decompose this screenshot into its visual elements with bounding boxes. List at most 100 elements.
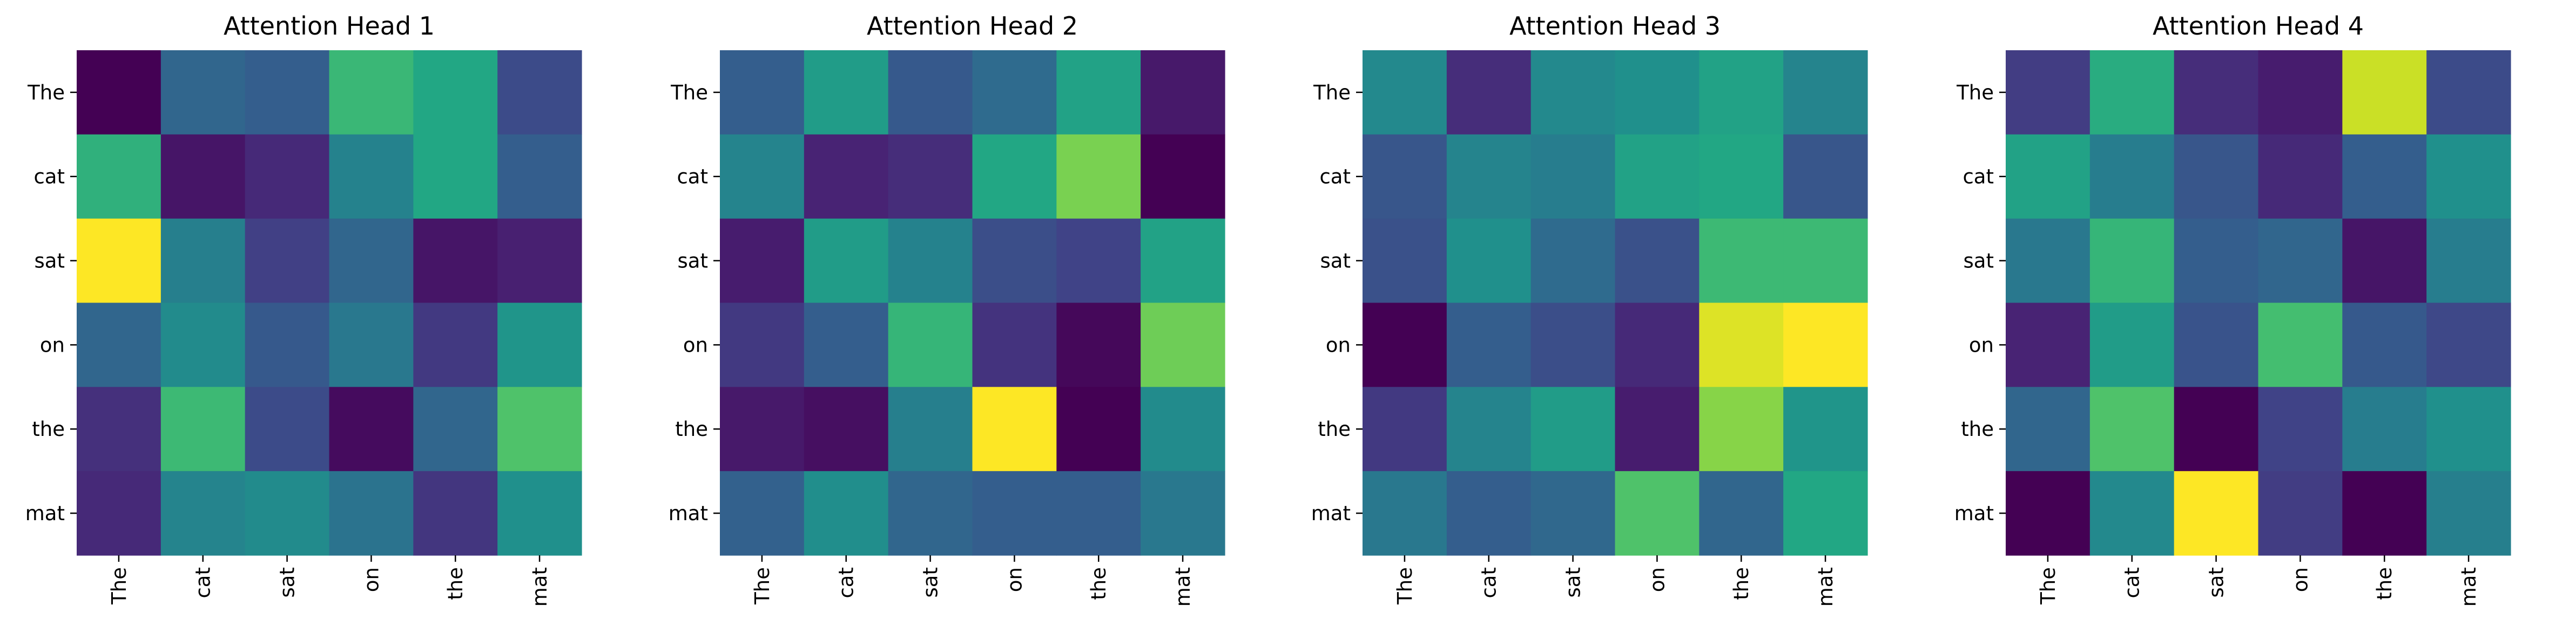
x-tick-label: on [1003,567,1026,592]
heatmap-cell [2174,302,2259,387]
y-tick-label: sat [678,250,708,273]
heatmap-cell [497,134,582,219]
heatmap-cell [1141,302,1225,387]
heatmap-cell [2089,134,2175,219]
heatmap-cell [2174,218,2259,304]
heatmap-cell [497,387,582,472]
heatmap-cell [160,302,246,387]
heatmap-panels: Attention Head 1 The cat sat on the mat The cat s… [25,11,2511,607]
heatmap-cell [2342,387,2427,472]
heatmap-cell [2426,302,2511,387]
y-tick-label: cat [33,165,65,189]
y-tick-label: on [1969,333,1994,357]
heatmap-cell [1783,218,1868,304]
heatmap-cell [2089,471,2175,556]
x-tick-label: mat [1814,567,1837,607]
heatmap-cell [1615,134,1700,219]
y-tick-label: the [1961,418,1994,441]
heatmap-cell [972,302,1057,387]
heatmap-cell [413,50,498,135]
heatmap-cell [972,50,1057,135]
heatmap-cell [1530,218,1616,304]
y-tick-label: on [40,333,65,357]
x-tick-label: on [1646,567,1669,592]
y-tick-label: mat [1954,502,1994,525]
heatmap-cell [245,218,330,304]
heatmap-cell [2258,471,2343,556]
x-tick-label: on [2289,567,2312,592]
heatmap-cell [972,471,1057,556]
heatmap-cell [888,218,973,304]
y-tick-label: The [670,81,708,104]
heatmap-cell [2174,50,2259,135]
heatmap-cell [1699,218,1784,304]
heatmap-cell [888,134,973,219]
x-tick-label: sat [276,567,299,597]
heatmap-cell [1699,50,1784,135]
heatmap-cell [972,387,1057,472]
heatmap-panel-2: Attention Head 2 The cat sat on the mat The cat s… [669,11,1225,607]
x-tick-label: cat [2121,567,2144,599]
heatmap-cell [245,134,330,219]
heatmap-cell [1056,50,1141,135]
heatmap-cell [972,134,1057,219]
heatmap-cell [1699,302,1784,387]
x-tick-label: sat [2205,567,2228,597]
y-tick-label: The [1956,81,1994,104]
x-tick-label: cat [1478,567,1501,599]
heatmap-cell [2258,302,2343,387]
x-tick-label: The [751,567,774,605]
heatmap-cell [1363,218,1447,304]
y-tick-label: The [1313,81,1351,104]
heatmap-cell [1056,134,1141,219]
y-tick-label: sat [35,250,65,273]
heatmap-cell [888,387,973,472]
heatmap-cell [1530,134,1616,219]
heatmap-cell [2342,471,2427,556]
heatmap-cell [804,50,889,135]
heatmap-cell [77,218,161,304]
x-tick-label: cat [835,567,858,599]
heatmap-cell [329,471,414,556]
heatmap-panel-1: Attention Head 1 The cat sat on the mat The cat s… [25,11,582,607]
heatmap-cell [804,387,889,472]
heatmap-cell [1530,302,1616,387]
heatmap-cell [2342,134,2427,219]
y-tick-label: on [683,333,708,357]
heatmap-cell [888,471,973,556]
heatmap-cell [720,50,805,135]
heatmap-cell [1530,471,1616,556]
heatmap-cell [2174,387,2259,472]
heatmap-cell [413,471,498,556]
heatmap-cell [245,50,330,135]
heatmap-cell [2426,471,2511,556]
chart-title: Attention Head 2 [867,11,1078,41]
heatmap-cell [1056,302,1141,387]
heatmap-cell [1141,50,1225,135]
heatmap-cell [1141,134,1225,219]
heatmap-cell [2258,50,2343,135]
heatmap-cell [2342,218,2427,304]
heatmap-cell [245,302,330,387]
heatmap-cell [2006,387,2091,472]
heatmap-cell [2006,218,2091,304]
heatmap-panel-4: Attention Head 4 The cat sat on the mat The cat s… [1954,11,2511,607]
heatmap-cell [888,50,973,135]
heatmap-cell [2006,50,2091,135]
heatmap-cell [1446,471,1532,556]
heatmap-cell [497,218,582,304]
y-tick-label: cat [1319,165,1351,189]
y-tick-label: the [1318,418,1351,441]
heatmap-cell [972,218,1057,304]
y-tick-label: cat [677,165,708,189]
heatmap-cell [2258,134,2343,219]
x-tick-label: cat [192,567,215,599]
heatmap-cell [329,387,414,472]
heatmap-cell [2089,387,2175,472]
heatmap-cell [1699,387,1784,472]
heatmap-cell [2006,134,2091,219]
x-tick-label: mat [1171,567,1195,607]
heatmap-cell [1363,302,1447,387]
heatmap-cell [2426,134,2511,219]
